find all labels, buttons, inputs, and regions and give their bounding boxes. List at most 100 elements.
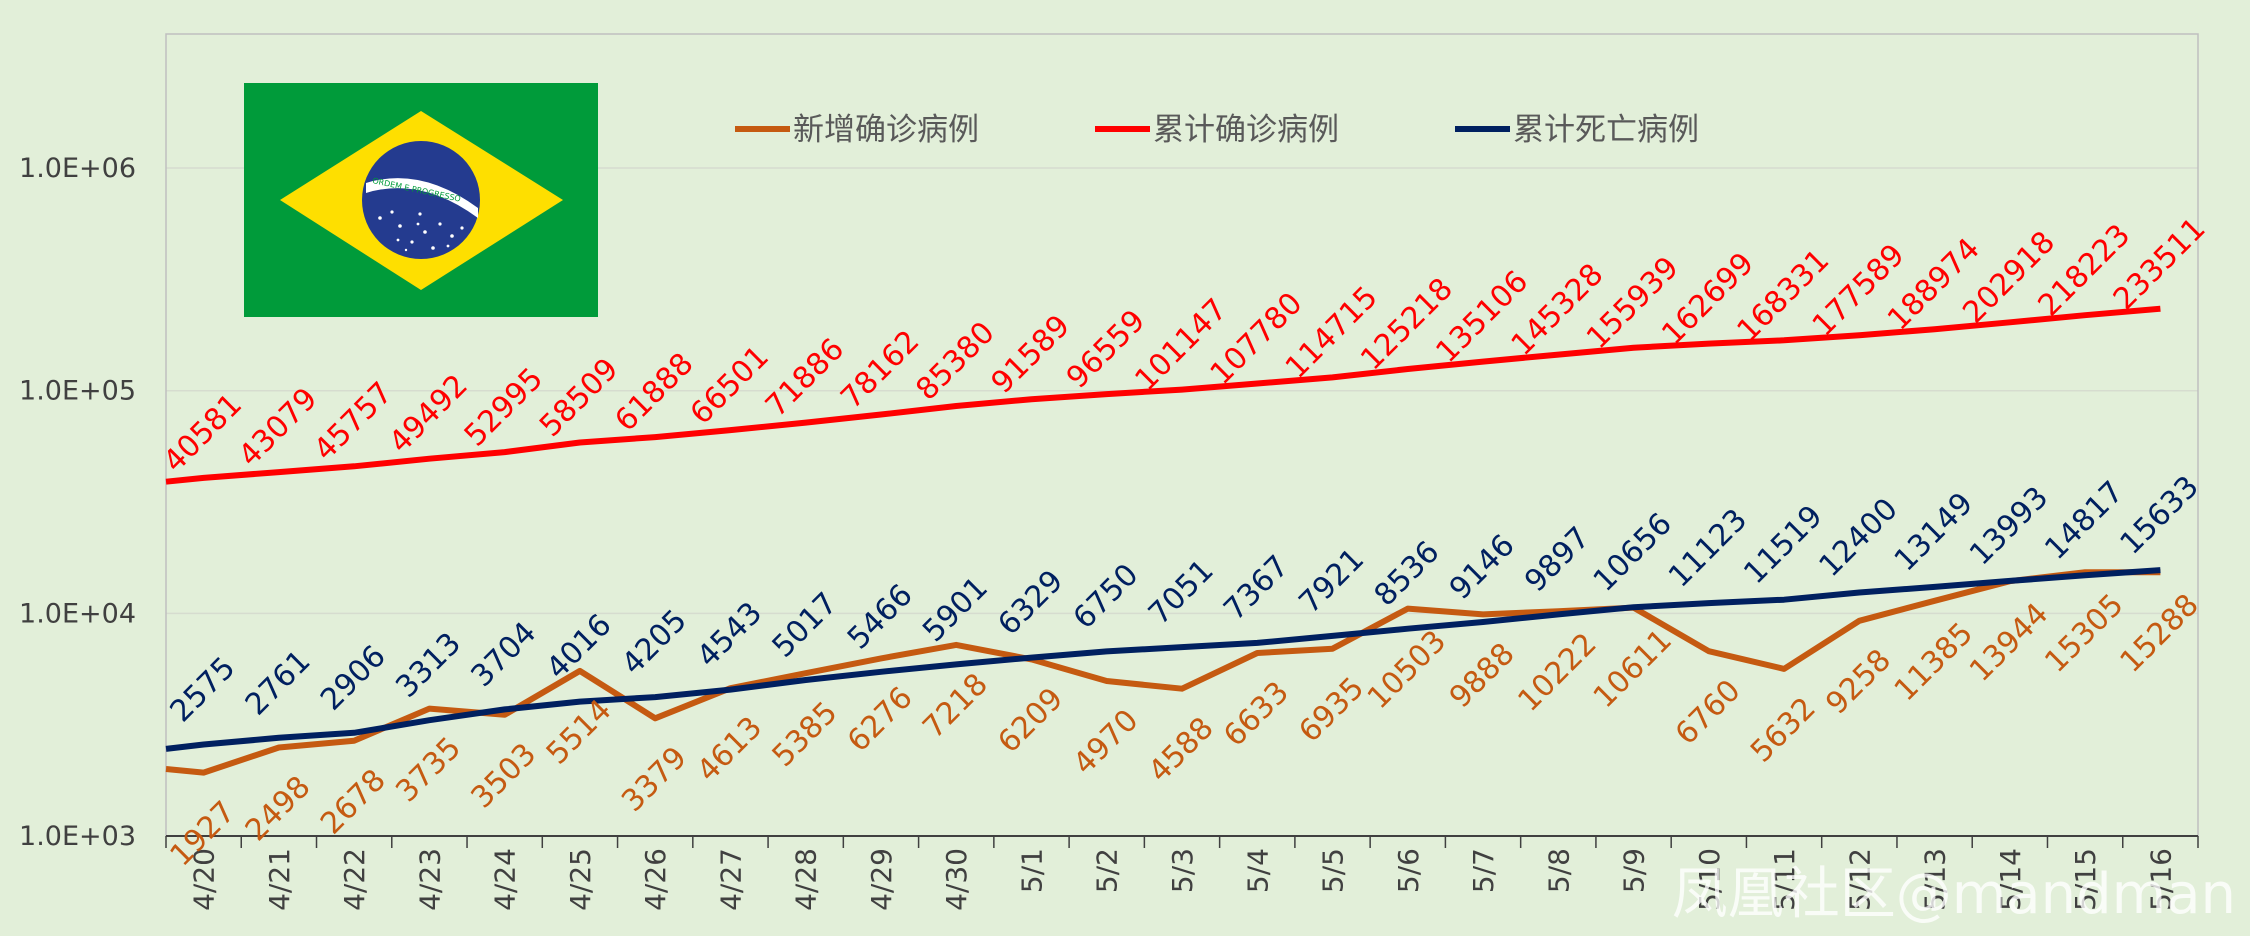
data-label: 49492: [383, 368, 475, 460]
data-label: 14817: [2038, 474, 2130, 566]
data-label: 11519: [1737, 499, 1829, 591]
series-lines: [165, 305, 2161, 776]
x-tick-label: 4/29: [865, 848, 898, 911]
x-tick-label: 4/23: [413, 848, 446, 911]
y-tick-label: 1.0E+06: [19, 153, 136, 184]
data-label: 6750: [1067, 557, 1146, 636]
data-label: 3313: [389, 626, 468, 705]
legend-label-1: 累计确诊病例: [1153, 112, 1339, 148]
series-line-2: [165, 567, 2161, 752]
data-label: 6935: [1292, 671, 1371, 750]
data-label: 91589: [985, 308, 1077, 400]
data-label: 4205: [615, 603, 694, 682]
data-label: 71886: [759, 332, 851, 424]
x-tick-label: 5/11: [1768, 848, 1801, 911]
data-label: 9258: [1819, 643, 1898, 722]
data-label: 10611: [1587, 623, 1679, 715]
data-label: 6276: [841, 680, 920, 759]
data-label: 9146: [1443, 528, 1522, 607]
data-label: 7218: [916, 667, 995, 746]
data-label: 2906: [314, 639, 393, 718]
data-label: 6209: [991, 681, 1070, 760]
data-label: 4588: [1142, 711, 1221, 790]
legend-label-2: 累计死亡病例: [1513, 112, 1699, 148]
data-label: 7921: [1292, 542, 1371, 621]
data-label: 2678: [314, 763, 393, 842]
data-label: 3704: [465, 615, 544, 694]
data-label: 15305: [2038, 587, 2130, 679]
data-label: 61888: [608, 346, 700, 438]
data-label: 2575: [164, 650, 243, 729]
data-label: 233511: [2107, 211, 2213, 317]
data-label: 13149: [1888, 486, 1980, 578]
data-label: 5017: [766, 586, 845, 665]
data-label: 9897: [1518, 520, 1597, 599]
data-label: 5466: [841, 578, 920, 657]
series-line-0: [165, 569, 2161, 776]
watermark: 凤凰社区@mandman: [1671, 862, 2236, 927]
data-label: 78162: [834, 324, 926, 416]
data-label: 9888: [1443, 636, 1522, 715]
x-tick-label: 4/28: [790, 848, 823, 911]
data-label: 3503: [465, 737, 544, 816]
data-label: 66501: [684, 339, 776, 431]
x-tick-label: 5/7: [1467, 848, 1500, 893]
data-label: 114715: [1279, 280, 1385, 386]
data-label: 15633: [2114, 469, 2206, 561]
x-tick-label: 5/14: [1994, 848, 2027, 911]
data-label: 15288: [2114, 587, 2206, 679]
x-tick-label: 5/10: [1693, 848, 1726, 911]
data-label: 12400: [1812, 492, 1904, 584]
x-tick-label: 5/8: [1542, 848, 1575, 893]
data-label: 6633: [1217, 675, 1296, 754]
data-label: 13993: [1963, 480, 2055, 572]
data-label: 6329: [991, 563, 1070, 642]
x-tick-label: 4/27: [714, 848, 747, 911]
x-tick-label: 5/16: [2144, 848, 2177, 911]
data-label: 4970: [1067, 703, 1146, 782]
data-label: 4543: [690, 596, 769, 675]
data-label: 11123: [1662, 502, 1754, 594]
data-label: 85380: [909, 315, 1001, 407]
x-tick-label: 5/5: [1317, 848, 1350, 893]
x-tick-label: 4/21: [263, 848, 296, 911]
data-label: 5901: [916, 570, 995, 649]
axes: 1.0E+03 1.0E+04 1.0E+05 1.0E+06 4/20 4/21 4/22…: [19, 33, 2199, 911]
y-tick-label: 1.0E+04: [19, 598, 136, 629]
data-label: 52995: [458, 361, 550, 453]
x-tick-label: 4/26: [639, 848, 672, 911]
x-tick-label: 4/22: [338, 848, 371, 911]
data-label: 10222: [1511, 626, 1603, 718]
x-tick-label: 5/15: [2069, 848, 2102, 911]
data-label: 3379: [615, 740, 694, 819]
data-label: 10503: [1361, 624, 1453, 716]
legend-label-0: 新增确诊病例: [793, 112, 979, 148]
data-label: 4613: [690, 710, 769, 789]
data-label: 8536: [1368, 535, 1447, 614]
x-tick-label: 5/6: [1392, 848, 1425, 893]
y-tick-label: 1.0E+03: [19, 821, 136, 852]
data-label: 7367: [1217, 549, 1296, 628]
data-label: 5385: [766, 695, 845, 774]
x-tick-label: 4/20: [188, 848, 221, 911]
data-label: 7051: [1142, 553, 1221, 632]
x-tick-label: 5/3: [1166, 848, 1199, 893]
x-tick-label: 5/4: [1241, 848, 1274, 893]
data-label: 43079: [232, 381, 324, 473]
data-label: 5632: [1744, 691, 1823, 770]
x-tick-label: 5/13: [1919, 848, 1952, 911]
x-tick-label: 5/2: [1091, 848, 1124, 893]
data-label: 2761: [239, 644, 318, 723]
data-label: 40581: [157, 387, 249, 479]
brazil-flag-image: ORDEM E PROGRESSO: [244, 83, 598, 317]
x-tick-label: 5/9: [1618, 848, 1651, 893]
x-tick-label: 4/24: [489, 848, 522, 911]
y-tick-label: 1.0E+05: [19, 376, 136, 407]
x-tick-label: 5/1: [1015, 848, 1048, 893]
data-label: 10656: [1587, 506, 1679, 598]
series-line-1: [165, 305, 2161, 485]
data-label: 45757: [307, 375, 399, 467]
x-tick-label: 5/12: [1843, 848, 1876, 911]
x-tick-label: 4/25: [564, 848, 597, 911]
x-tick-label: 4/30: [940, 848, 973, 911]
